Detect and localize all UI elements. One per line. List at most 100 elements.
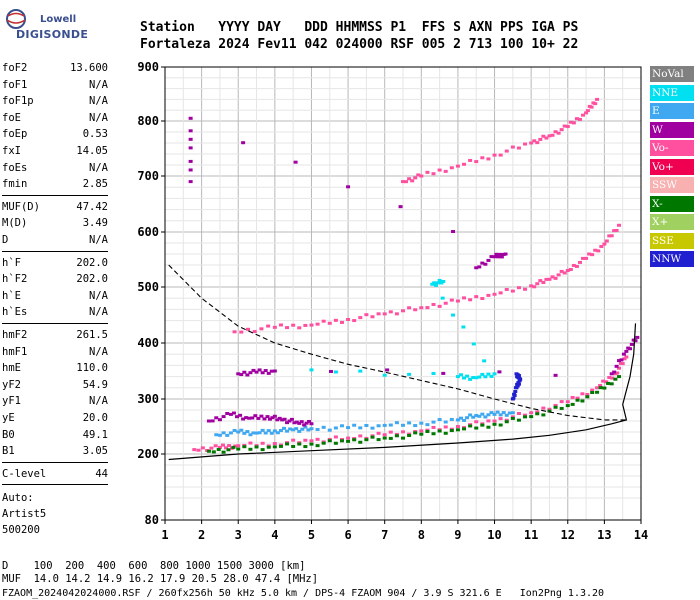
echo-point	[585, 395, 590, 399]
x-tick-label: 9	[454, 528, 461, 542]
echo-point	[333, 426, 338, 430]
echo-point	[236, 430, 241, 434]
param-key: foEs	[2, 161, 28, 174]
param-key: fmin	[2, 178, 28, 191]
echo-point	[352, 319, 357, 323]
param-value: N/A	[89, 306, 108, 319]
echo-point	[260, 441, 265, 445]
echo-point	[516, 286, 521, 290]
echo-point	[556, 131, 561, 135]
param-mufd: MUF(D) 47.42	[2, 199, 108, 215]
echo-point	[449, 429, 454, 433]
echo-point	[449, 166, 454, 170]
echo-point	[225, 433, 230, 437]
echo-point	[497, 370, 502, 374]
separator	[2, 194, 108, 196]
echo-point	[256, 416, 261, 420]
echo-point	[309, 323, 314, 327]
x-tick-label: 1	[161, 528, 168, 542]
echo-point	[309, 427, 314, 431]
param-value: N/A	[89, 161, 108, 174]
echo-point	[565, 404, 570, 408]
echo-point	[302, 423, 307, 427]
param-value: 0.53	[82, 128, 108, 141]
param-key: C-level	[2, 467, 47, 480]
echo-point	[559, 406, 564, 410]
param-key: D	[2, 234, 9, 246]
echo-point	[465, 416, 470, 420]
echo-point	[303, 445, 308, 449]
param-b0: B0 49.1	[2, 427, 108, 443]
echo-point	[252, 330, 257, 334]
param-key: foF1	[2, 78, 28, 91]
echo-point	[449, 417, 454, 421]
param-yf1: yF1 N/A	[2, 393, 108, 409]
echo-point	[236, 447, 241, 451]
separator	[2, 323, 108, 324]
auto-scaling-l3: 500200	[2, 524, 40, 537]
echo-point	[581, 256, 586, 260]
param-value: 44	[95, 467, 108, 480]
echo-point	[275, 418, 280, 422]
echo-point	[486, 413, 491, 417]
echo-point	[272, 429, 277, 433]
echo-point	[293, 160, 298, 164]
echo-point	[358, 434, 363, 438]
echo-point	[306, 428, 311, 432]
echo-point	[370, 426, 375, 430]
echo-point	[580, 399, 585, 403]
echo-point	[266, 429, 271, 433]
param-key: foF2	[2, 62, 28, 74]
param-key: MUF(D)	[2, 200, 40, 213]
echo-point	[401, 309, 405, 313]
echo-point	[425, 170, 430, 174]
echo-point	[480, 156, 485, 160]
echo-point	[585, 109, 590, 113]
echo-point	[437, 278, 442, 282]
legend-item-w: W	[650, 121, 694, 138]
echo-point	[595, 386, 600, 390]
echo-point	[297, 429, 302, 433]
echo-point	[471, 342, 476, 346]
echo-point	[590, 253, 595, 257]
echo-point	[544, 136, 549, 140]
echo-point	[584, 256, 589, 260]
echo-point	[398, 205, 403, 209]
echo-point	[503, 252, 508, 256]
echo-point	[504, 420, 509, 424]
y-tick-label: 300	[137, 392, 159, 406]
echo-point	[260, 371, 265, 375]
param-key: h`F	[2, 256, 21, 269]
param-value: 202.0	[76, 273, 108, 286]
echo-point	[358, 316, 363, 320]
echo-point	[498, 417, 503, 421]
echo-point	[575, 398, 580, 402]
echo-point	[529, 141, 534, 145]
param-fmin: fmin 2.85	[2, 176, 108, 192]
param-hmf1: hmF1 N/A	[2, 344, 108, 360]
echo-point	[492, 153, 497, 157]
echo-point	[523, 142, 528, 146]
param-key: yE	[2, 412, 15, 424]
echo-point	[504, 413, 509, 417]
echo-point	[307, 419, 312, 423]
echo-point	[602, 386, 607, 390]
echo-point	[624, 355, 629, 359]
echo-point	[532, 139, 537, 143]
echo-point	[492, 372, 497, 376]
echo-point	[556, 273, 561, 277]
echo-point	[267, 417, 272, 421]
echo-point	[614, 228, 619, 232]
echo-point	[309, 368, 314, 372]
echo-point	[238, 413, 243, 417]
param-foes: foEs N/A	[2, 160, 108, 176]
echo-point	[309, 422, 314, 426]
echo-point	[465, 374, 470, 378]
x-tick-label: 13	[597, 528, 611, 542]
echo-point	[413, 176, 418, 180]
echo-point	[388, 423, 393, 427]
echo-point	[431, 371, 436, 375]
echo-point	[260, 428, 265, 432]
echo-point	[272, 442, 277, 446]
echo-point	[516, 418, 521, 422]
